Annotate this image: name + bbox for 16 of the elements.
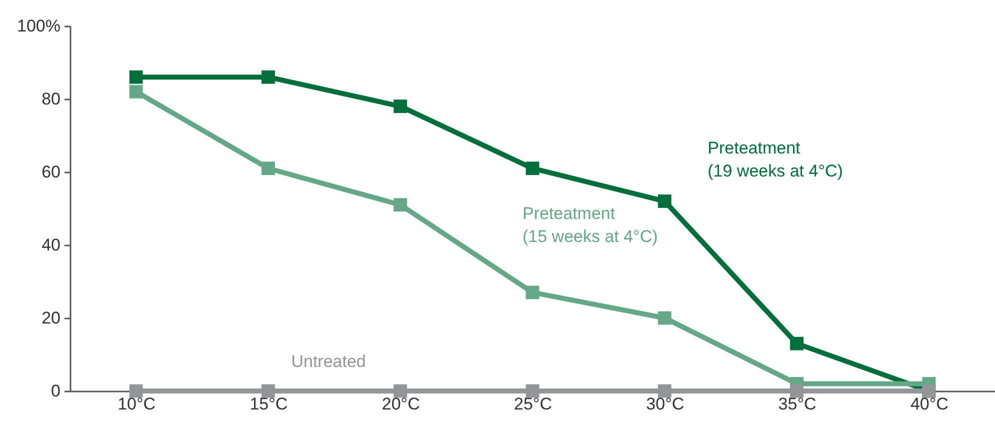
x-tick-label: 15°C — [250, 394, 288, 414]
y-tick-label: 80 — [42, 90, 60, 108]
text: Preteatment (19 weeks at 4°C) — [708, 138, 843, 180]
y-tick-label: 100% — [17, 16, 60, 36]
x-tick-label: 35°C — [778, 394, 816, 414]
y-tick-label: 0 — [51, 382, 60, 400]
x-tick-label: 10°C — [118, 394, 156, 414]
x-tick-label: 25°C — [514, 394, 552, 414]
x-tick-label: 40°C — [910, 394, 948, 414]
y-tick-label: 60 — [42, 162, 60, 182]
series-label: Preteatment (15 weeks at 4°C) — [522, 204, 658, 246]
y-tick-label: 40 — [42, 236, 60, 254]
x-tick-label: 30°C — [646, 394, 684, 414]
y-tick-label: 20 — [42, 308, 60, 328]
series-label: Untreated — [291, 352, 366, 371]
x-tick-label: 20°C — [382, 394, 420, 414]
